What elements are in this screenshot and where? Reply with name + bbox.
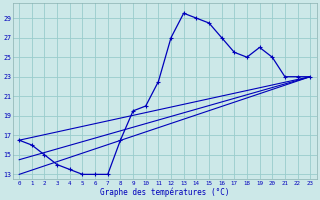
X-axis label: Graphe des températures (°C): Graphe des températures (°C) xyxy=(100,187,229,197)
